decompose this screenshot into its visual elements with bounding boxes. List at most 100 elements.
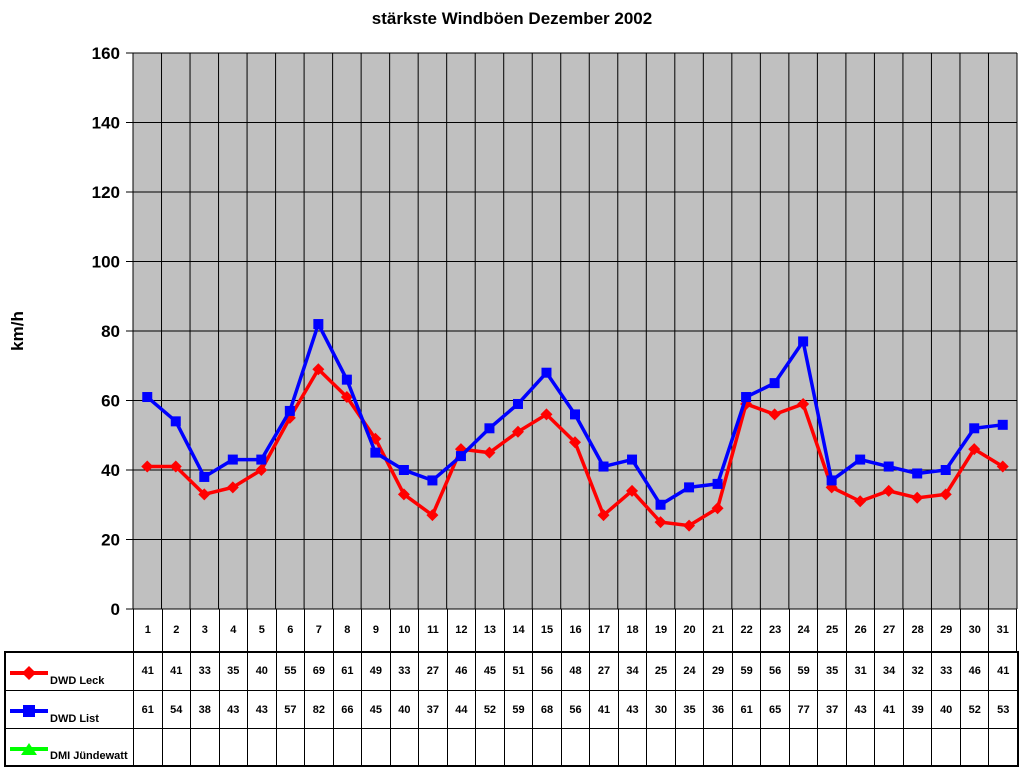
y-tick-label: 60: [101, 392, 120, 411]
day-header-cell: 16: [560, 609, 590, 651]
y-tick-label: 0: [111, 600, 120, 619]
value-cell: 40: [247, 653, 276, 690]
value-cell: 39: [902, 690, 932, 728]
square-marker: [798, 336, 809, 347]
diamond-marker: [198, 488, 211, 501]
y-tick-label: 160: [92, 44, 120, 63]
value-cell: 27: [418, 653, 447, 690]
diamond-marker: [768, 408, 781, 421]
day-header-cell: 3: [190, 609, 219, 651]
day-header-cell: 28: [902, 609, 932, 651]
diamond-marker: [397, 488, 410, 501]
dwd-leck-legend-marker-icon: [10, 664, 48, 682]
day-header-cell: 23: [760, 609, 789, 651]
day-header-cell: 6: [275, 609, 305, 651]
value-cell: 45: [475, 653, 504, 690]
value-cell: 66: [332, 690, 362, 728]
y-tick-label: 40: [101, 461, 120, 480]
value-cell: 59: [731, 653, 761, 690]
series-label: DMI Jündewatt: [50, 750, 128, 762]
value-cell: 61: [332, 653, 362, 690]
value-cell: [959, 728, 989, 765]
y-tick-label: 140: [92, 114, 120, 133]
value-cell: 41: [133, 653, 162, 690]
value-cell: 30: [646, 690, 675, 728]
value-cell: 43: [617, 690, 647, 728]
day-header-cell: 7: [304, 609, 333, 651]
square-marker: [940, 465, 951, 475]
value-cell: 46: [446, 653, 476, 690]
diamond-marker: [169, 460, 182, 473]
value-cell: 34: [874, 653, 903, 690]
value-cell: 35: [674, 690, 704, 728]
value-cell: 34: [617, 653, 647, 690]
value-cell: 68: [532, 690, 561, 728]
value-cell: [760, 728, 789, 765]
value-cell: [304, 728, 333, 765]
value-cell: [332, 728, 362, 765]
value-cell: 41: [161, 653, 191, 690]
square-marker: [598, 461, 609, 472]
diamond-marker: [340, 391, 353, 404]
value-cell: 25: [646, 653, 675, 690]
value-cell: 52: [959, 690, 989, 728]
value-cell: 43: [845, 690, 875, 728]
day-header-cell: 13: [475, 609, 504, 651]
square-marker: [313, 319, 324, 330]
square-marker: [455, 451, 466, 462]
y-tick-label: 100: [92, 253, 120, 272]
value-cell: 33: [190, 653, 219, 690]
value-cell: 44: [446, 690, 476, 728]
value-cell: 54: [161, 690, 191, 728]
day-header-cell: 18: [617, 609, 647, 651]
day-header-cell: 1: [133, 609, 162, 651]
value-cell: 35: [817, 653, 846, 690]
value-cell: [532, 728, 561, 765]
square-marker: [997, 419, 1008, 430]
diamond-marker: [426, 509, 439, 522]
series-label: DWD Leck: [50, 675, 105, 687]
diamond-marker: [939, 488, 952, 501]
day-header-cell: 24: [788, 609, 818, 651]
y-tick-label: 120: [92, 183, 120, 202]
value-cell: [247, 728, 276, 765]
day-header-cell: 30: [959, 609, 989, 651]
day-header-cell: 21: [703, 609, 732, 651]
value-cell: 41: [874, 690, 903, 728]
legend-cell-dwd-leck: DWD Leck: [6, 653, 133, 690]
value-cell: 82: [304, 690, 333, 728]
square-marker: [142, 392, 153, 403]
value-cell: 40: [931, 690, 960, 728]
value-cell: 55: [275, 653, 305, 690]
value-cell: 33: [931, 653, 960, 690]
value-cell: 36: [703, 690, 732, 728]
value-cell: 41: [589, 690, 618, 728]
diamond-marker: [911, 491, 924, 504]
value-cell: 37: [817, 690, 846, 728]
value-cell: 43: [218, 690, 248, 728]
square-marker: [969, 423, 980, 434]
square-marker: [256, 454, 267, 465]
value-cell: [446, 728, 476, 765]
diamond-marker: [255, 464, 268, 476]
day-header-cell: 15: [532, 609, 561, 651]
value-cell: 61: [731, 690, 761, 728]
day-header-cell: 14: [503, 609, 533, 651]
value-cell: 33: [389, 653, 419, 690]
day-header-cell: 2: [161, 609, 191, 651]
value-cell: 31: [845, 653, 875, 690]
value-cell: 35: [218, 653, 248, 690]
day-header-cell: 9: [361, 609, 390, 651]
value-cell: [674, 728, 704, 765]
square-marker: [227, 454, 238, 465]
value-cell: [988, 728, 1017, 765]
value-cell: [361, 728, 390, 765]
square-marker: [769, 378, 780, 389]
value-cell: 56: [560, 690, 590, 728]
day-header-cell: 26: [845, 609, 875, 651]
diamond-marker: [540, 408, 553, 421]
value-cell: [560, 728, 590, 765]
value-cell: 56: [532, 653, 561, 690]
day-header-cell: 5: [247, 609, 276, 651]
